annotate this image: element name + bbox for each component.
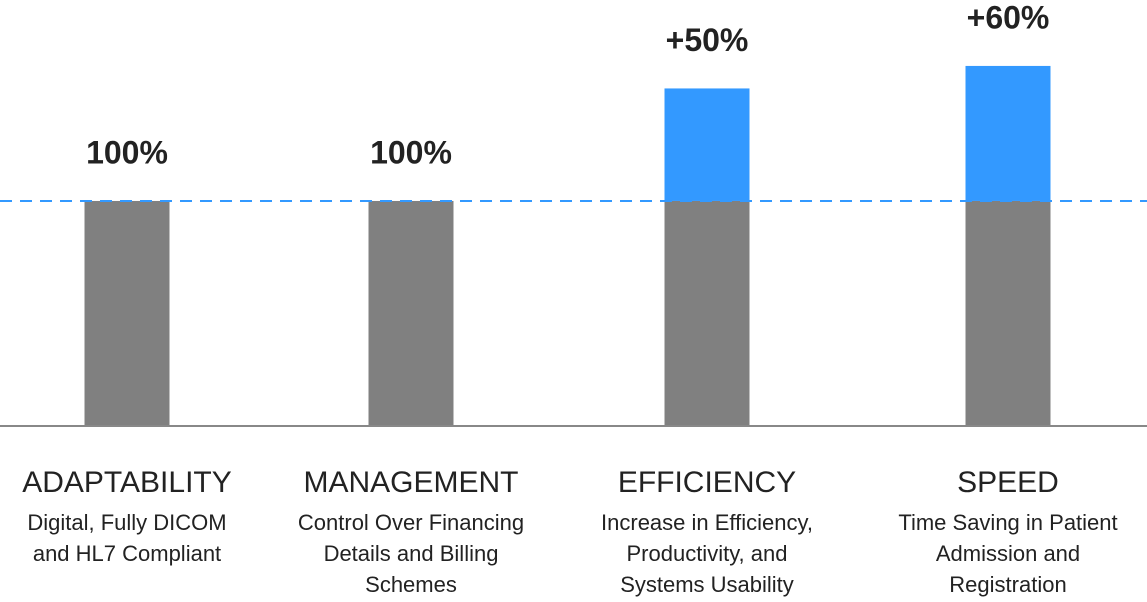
bar-segment xyxy=(664,88,750,201)
value-label: +60% xyxy=(967,0,1050,35)
category-description: Increase in Efficiency, xyxy=(601,510,813,535)
category-label: SPEED xyxy=(957,466,1059,499)
category-description: Time Saving in Patient xyxy=(898,510,1117,535)
category-label: EFFICIENCY xyxy=(618,466,796,499)
category-description: Productivity, and xyxy=(626,541,787,566)
category-description: Registration xyxy=(949,572,1066,597)
value-label: 100% xyxy=(370,134,452,170)
category-description: Schemes xyxy=(365,572,457,597)
bar-segment xyxy=(368,200,454,426)
bar-segment xyxy=(84,200,170,426)
bar-segment xyxy=(664,200,750,426)
value-label: 100% xyxy=(86,134,168,170)
category-description: Digital, Fully DICOM xyxy=(27,510,226,535)
category-description: and HL7 Compliant xyxy=(33,541,221,566)
bar-segment xyxy=(965,200,1051,426)
value-label: +50% xyxy=(666,22,749,58)
category-description: Systems Usability xyxy=(620,572,794,597)
category-label: MANAGEMENT xyxy=(303,466,518,499)
category-label: ADAPTABILITY xyxy=(22,466,232,499)
category-description: Admission and xyxy=(936,541,1080,566)
category-description: Details and Billing xyxy=(324,541,499,566)
bar-segment xyxy=(965,65,1051,201)
category-description: Control Over Financing xyxy=(298,510,524,535)
